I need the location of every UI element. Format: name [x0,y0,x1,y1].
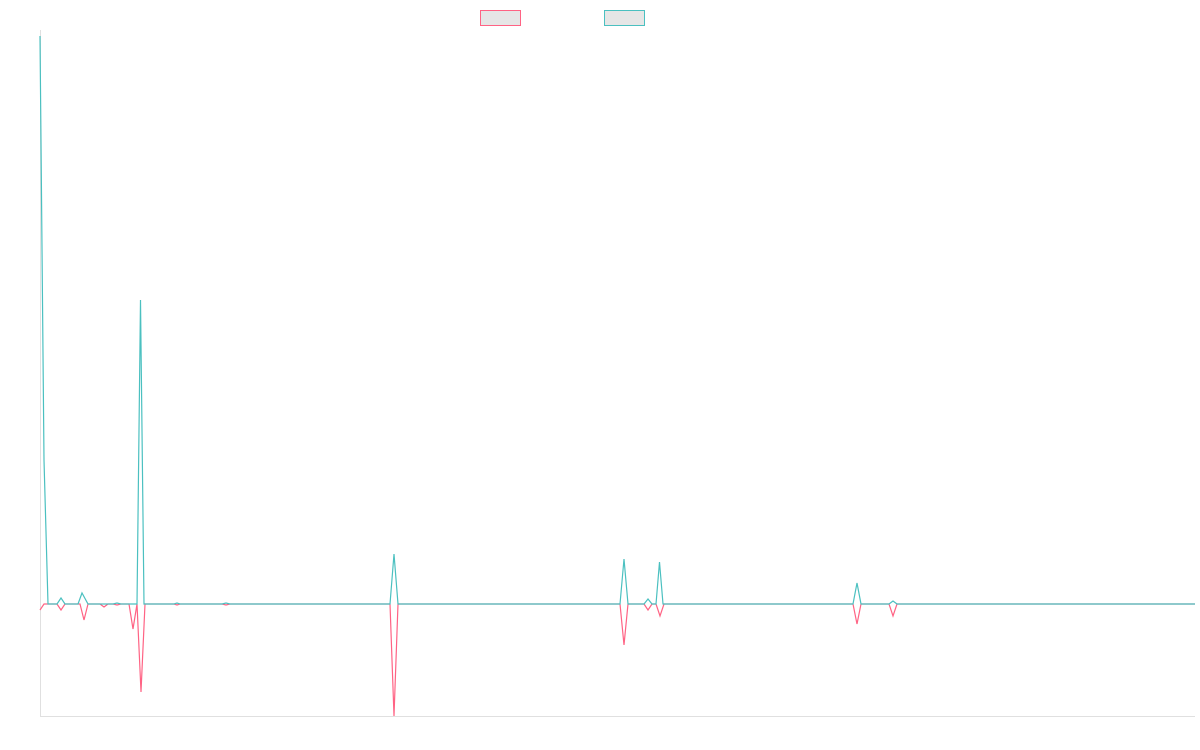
legend-swatch[interactable] [604,10,645,26]
series-line [39,603,1195,717]
series-line [39,35,1195,605]
legend-swatch[interactable] [480,10,521,26]
